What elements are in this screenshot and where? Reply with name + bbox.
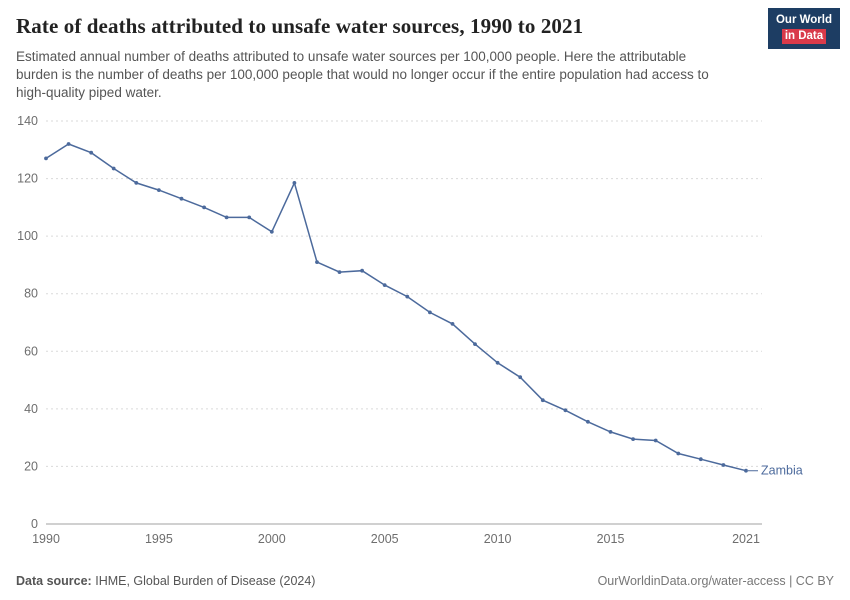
entity-label[interactable]: Zambia [761,464,803,478]
series-line-zambia[interactable] [45,143,747,472]
owid-logo[interactable]: Our World in Data [767,8,840,49]
svg-text:2021: 2021 [732,532,760,546]
chart-subtitle: Estimated annual number of deaths attrib… [16,49,709,100]
svg-text:1990: 1990 [32,532,60,546]
svg-text:20: 20 [24,460,38,474]
owid-logo-line2: in Data [781,28,827,44]
x-axis-labels: 1990 1995 2000 2005 2010 2015 2021 [32,532,760,546]
data-source-label: Data source: [16,574,92,588]
svg-text:2010: 2010 [484,532,512,546]
svg-text:60: 60 [24,345,38,359]
gridlines [46,120,762,525]
svg-text:120: 120 [17,172,38,186]
svg-text:2005: 2005 [371,532,399,546]
chart-footer: Data source: IHME, Global Burden of Dise… [16,574,834,588]
svg-text:0: 0 [31,517,38,531]
series-points [44,142,748,474]
license-link[interactable]: OurWorldinData.org/water-access | CC BY [597,574,834,588]
chart-header: Rate of deaths attributed to unsafe wate… [0,0,850,101]
svg-text:100: 100 [17,230,38,244]
data-source-text: IHME, Global Burden of Disease (2024) [95,574,316,588]
owid-logo-line1: Our World [775,14,832,26]
svg-text:2015: 2015 [597,532,625,546]
chart-area: 0 20 40 60 80 100 120 140 1990 1995 2000 2005 2010 20… [0,106,850,558]
svg-text:1995: 1995 [145,532,173,546]
svg-text:40: 40 [24,402,38,416]
svg-text:2000: 2000 [258,532,286,546]
line-chart[interactable]: 0 20 40 60 80 100 120 140 1990 1995 2000 2005 2010 20… [0,106,850,558]
page-title: Rate of deaths attributed to unsafe wate… [16,14,584,38]
y-axis-labels: 0 20 40 60 80 100 120 140 [17,114,38,531]
svg-text:140: 140 [17,114,38,128]
svg-text:80: 80 [24,287,38,301]
data-source: Data source: IHME, Global Burden of Dise… [16,574,315,588]
